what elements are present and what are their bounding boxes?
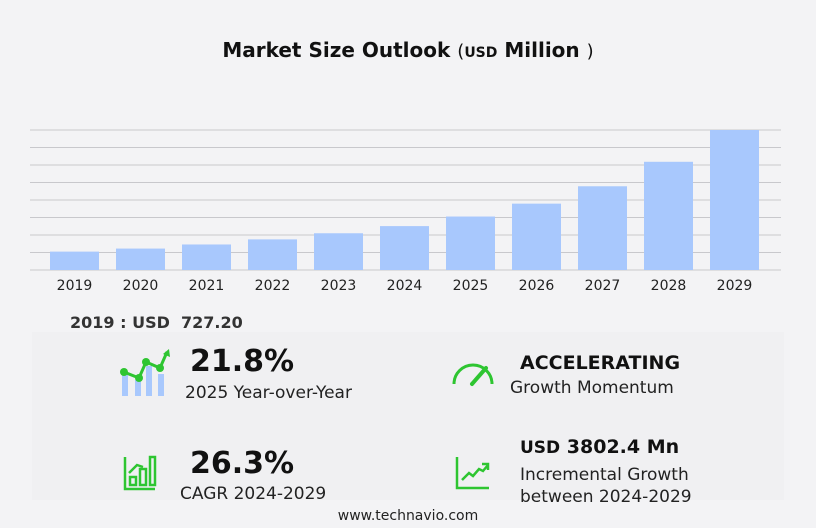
speedometer-icon xyxy=(452,363,494,386)
chart-title: Market Size Outlook (USD Million ) xyxy=(0,38,816,62)
yoy-value: 21.8% xyxy=(190,344,295,379)
bar-chart: 2019 2020 2021 2022 2023 2024 2025 2026 2027 2028… xyxy=(30,129,781,294)
growth-chart-icon xyxy=(120,349,170,396)
bar-2020 xyxy=(116,248,165,270)
x-tick-label: 2026 xyxy=(519,278,555,294)
title-paren: ) xyxy=(586,41,594,62)
bar-2027 xyxy=(578,186,627,270)
bar-2026 xyxy=(512,203,561,270)
bar-2019 xyxy=(50,251,99,270)
incremental-label: Incremental Growth xyxy=(520,465,689,485)
bar-2022 xyxy=(248,239,297,270)
x-tick-label: 2024 xyxy=(387,278,423,294)
stats-panel xyxy=(32,332,784,500)
x-tick-label: 2021 xyxy=(189,278,225,294)
title-text: Market Size Outlook xyxy=(222,38,451,62)
momentum-value: ACCELERATING xyxy=(520,352,681,374)
bar-2021 xyxy=(182,244,231,270)
incremental-value: 3802.4 Mn xyxy=(566,436,680,458)
title-unit: USD xyxy=(464,45,498,61)
bar-growth-icon xyxy=(123,455,157,491)
x-tick-label: 2025 xyxy=(453,278,489,294)
cagr-label: CAGR 2024-2029 xyxy=(180,484,327,504)
incremental-period: between 2024-2029 xyxy=(520,487,692,507)
x-tick-label: 2029 xyxy=(717,278,753,294)
title-paren: ( xyxy=(457,41,465,62)
bar-2028 xyxy=(644,161,693,270)
x-tick-label: 2022 xyxy=(255,278,291,294)
bar-2024 xyxy=(380,226,429,270)
momentum-label: Growth Momentum xyxy=(510,378,674,398)
bar-2029 xyxy=(710,130,759,270)
bar-2023 xyxy=(314,233,363,270)
base-year-number: 727.20 xyxy=(181,313,243,332)
x-tick-label: 2027 xyxy=(585,278,621,294)
footer-url[interactable]: www.technavio.com xyxy=(337,508,479,524)
x-tick-label: 2023 xyxy=(321,278,357,294)
x-tick-label: 2019 xyxy=(57,278,93,294)
line-growth-icon xyxy=(455,457,490,490)
base-year-label: 2019 : USD xyxy=(70,313,170,332)
incremental-prefix: USD xyxy=(520,438,561,458)
yoy-label: 2025 Year-over-Year xyxy=(185,383,352,403)
title-unit-word: Million xyxy=(504,38,580,62)
cagr-value: 26.3% xyxy=(190,446,295,481)
x-tick-label: 2028 xyxy=(651,278,687,294)
bar-2025 xyxy=(446,216,495,270)
x-tick-label: 2020 xyxy=(123,278,159,294)
base-year-value: 2019 : USD 727.20 xyxy=(70,313,243,332)
